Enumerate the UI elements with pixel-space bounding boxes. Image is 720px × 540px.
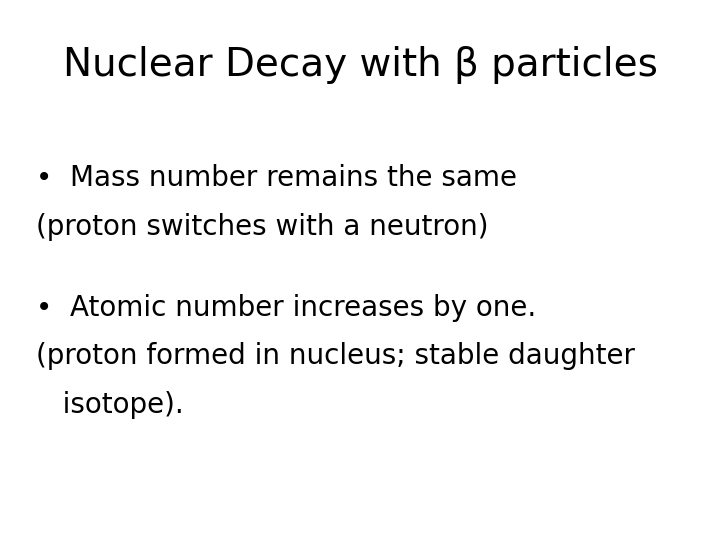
Text: (proton formed in nucleus; stable daughter: (proton formed in nucleus; stable daught… (36, 342, 635, 370)
Text: isotope).: isotope). (36, 391, 184, 419)
Text: Nuclear Decay with β particles: Nuclear Decay with β particles (63, 46, 657, 84)
Text: (proton switches with a neutron): (proton switches with a neutron) (36, 213, 488, 241)
Text: •  Atomic number increases by one.: • Atomic number increases by one. (36, 294, 536, 322)
Text: •  Mass number remains the same: • Mass number remains the same (36, 164, 517, 192)
